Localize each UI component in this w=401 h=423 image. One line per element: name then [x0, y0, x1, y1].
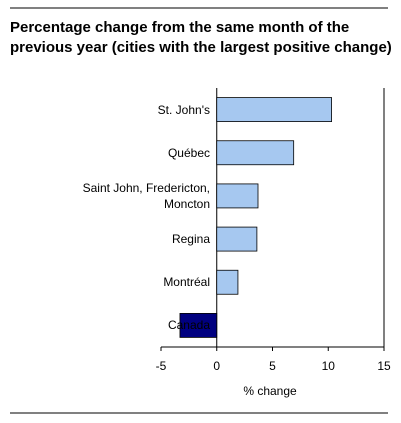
x-axis-label: % change: [243, 384, 297, 398]
bar: [216, 183, 259, 209]
bar: [216, 97, 332, 122]
bar: [216, 226, 258, 252]
y-tick-label: St. John's: [157, 102, 210, 117]
bar: [216, 269, 239, 295]
y-tick-label: Saint John, Fredericton, Moncton: [82, 180, 210, 211]
bar: [216, 140, 295, 166]
bar: [179, 313, 218, 338]
y-tick-label: Montréal: [163, 275, 210, 290]
chart-title: Percentage change from the same month of…: [10, 19, 392, 56]
x-tick-label: 15: [377, 359, 391, 373]
y-tick-label: Regina: [171, 232, 210, 247]
x-tick-label: 10: [322, 359, 336, 373]
y-tick-label: Québec: [167, 145, 210, 160]
x-tick-label: 0: [213, 359, 220, 373]
x-tick-label: -5: [156, 359, 167, 373]
y-tick-label: Canada: [167, 318, 210, 333]
x-tick-label: 5: [269, 359, 276, 373]
